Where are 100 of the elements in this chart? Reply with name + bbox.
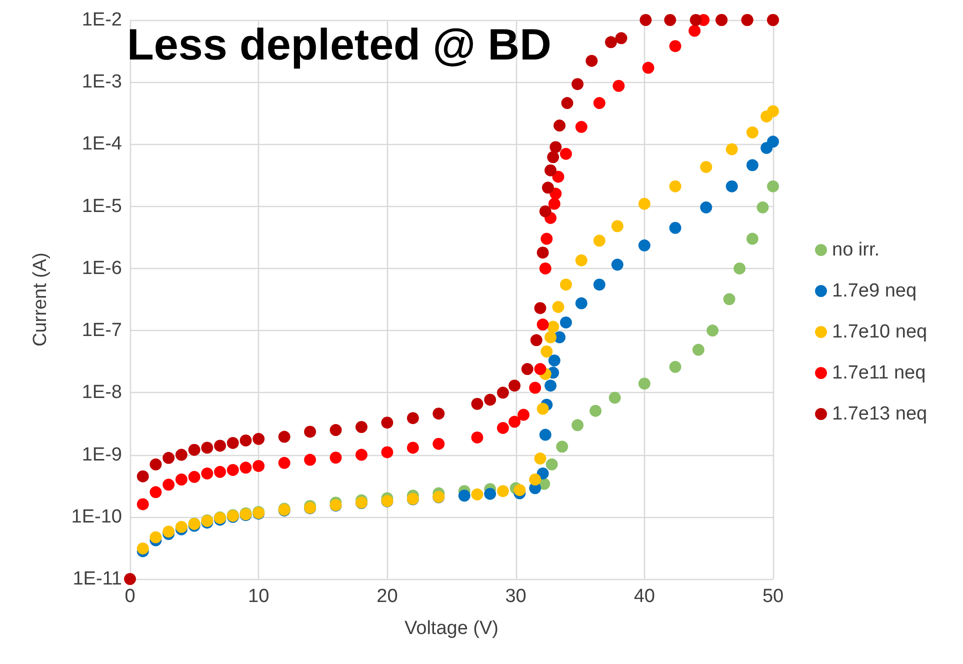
- y-axis-title: Current (A): [30, 252, 51, 346]
- point: [726, 143, 738, 156]
- x-tick-label: 0: [124, 586, 136, 607]
- point: [406, 442, 419, 454]
- point: [201, 467, 214, 480]
- point: [514, 484, 526, 496]
- point: [560, 278, 572, 291]
- point: [530, 334, 542, 346]
- point: [214, 466, 226, 478]
- point: [534, 452, 546, 465]
- point: [188, 444, 200, 456]
- point: [226, 436, 239, 449]
- point: [767, 105, 779, 118]
- point: [175, 448, 188, 461]
- point: [669, 40, 682, 52]
- point: [240, 462, 252, 474]
- point: [700, 201, 712, 214]
- point: [552, 170, 564, 183]
- point: [612, 80, 625, 92]
- point: [611, 258, 624, 271]
- point: [304, 454, 316, 466]
- point: [201, 442, 214, 454]
- point: [542, 182, 554, 194]
- point: [669, 222, 682, 234]
- y-tick-label: 1E-5: [82, 196, 122, 217]
- point: [124, 573, 136, 585]
- point: [432, 438, 445, 450]
- point: [150, 531, 162, 544]
- point: [547, 151, 560, 164]
- x-tick-label: 30: [505, 586, 526, 607]
- y-tick-label: 1E-3: [82, 72, 122, 93]
- y-tick-label: 1E-4: [82, 134, 122, 155]
- point: [539, 428, 552, 441]
- point: [175, 520, 188, 533]
- point: [611, 220, 624, 232]
- point: [548, 354, 560, 366]
- point: [175, 473, 188, 486]
- point: [188, 470, 200, 483]
- legend-label: 1.7e11 neq: [832, 362, 926, 384]
- point: [330, 424, 342, 436]
- y-tick-label: 1E-2: [82, 10, 122, 30]
- point: [756, 201, 769, 214]
- point: [544, 331, 557, 344]
- point: [572, 78, 584, 90]
- point: [355, 448, 368, 461]
- point: [548, 198, 560, 210]
- point: [669, 180, 682, 192]
- point: [560, 316, 572, 328]
- point: [539, 262, 552, 274]
- point: [540, 346, 553, 358]
- point: [615, 32, 628, 44]
- point: [496, 386, 509, 399]
- point: [690, 14, 702, 26]
- legend-label: no irr.: [832, 240, 880, 260]
- x-tick-label: 20: [376, 586, 398, 607]
- y-tick-label: 1E-7: [82, 320, 122, 342]
- point: [471, 398, 484, 410]
- point: [534, 302, 546, 314]
- point: [556, 440, 568, 453]
- point: [544, 164, 557, 176]
- point: [252, 460, 265, 472]
- point: [640, 14, 652, 26]
- point: [534, 363, 546, 376]
- point: [746, 159, 758, 172]
- point: [330, 452, 342, 464]
- point: [726, 180, 738, 192]
- point: [593, 234, 606, 247]
- y-tick-label: 1E-6: [82, 258, 122, 279]
- point: [278, 456, 290, 469]
- point: [150, 486, 162, 498]
- legend-label: 1.7e10 neq: [832, 322, 928, 342]
- point: [496, 485, 509, 498]
- point: [692, 344, 704, 356]
- point: [150, 458, 162, 470]
- point: [547, 320, 560, 333]
- point: [544, 380, 557, 392]
- point: [669, 360, 682, 373]
- point: [593, 278, 606, 291]
- chart-title: Less depleted @ BD: [127, 20, 552, 70]
- point: [539, 205, 552, 218]
- point: [214, 440, 226, 452]
- point: [508, 380, 521, 392]
- point: [529, 473, 542, 486]
- point: [458, 490, 470, 502]
- point: [767, 180, 779, 192]
- point: [638, 239, 650, 252]
- point: [162, 526, 175, 538]
- point: [136, 542, 149, 554]
- legend-label: 1.7e13 neq: [832, 404, 928, 424]
- point: [642, 62, 654, 74]
- point: [355, 421, 368, 433]
- point: [529, 382, 542, 394]
- point: [536, 467, 549, 480]
- point: [586, 54, 598, 67]
- point: [546, 458, 558, 470]
- point: [240, 434, 252, 446]
- x-tick-label: 50: [762, 586, 784, 607]
- y-tick-label: 1E-9: [82, 444, 122, 466]
- point: [518, 408, 530, 421]
- y-tick-label: 1E-10: [71, 506, 122, 528]
